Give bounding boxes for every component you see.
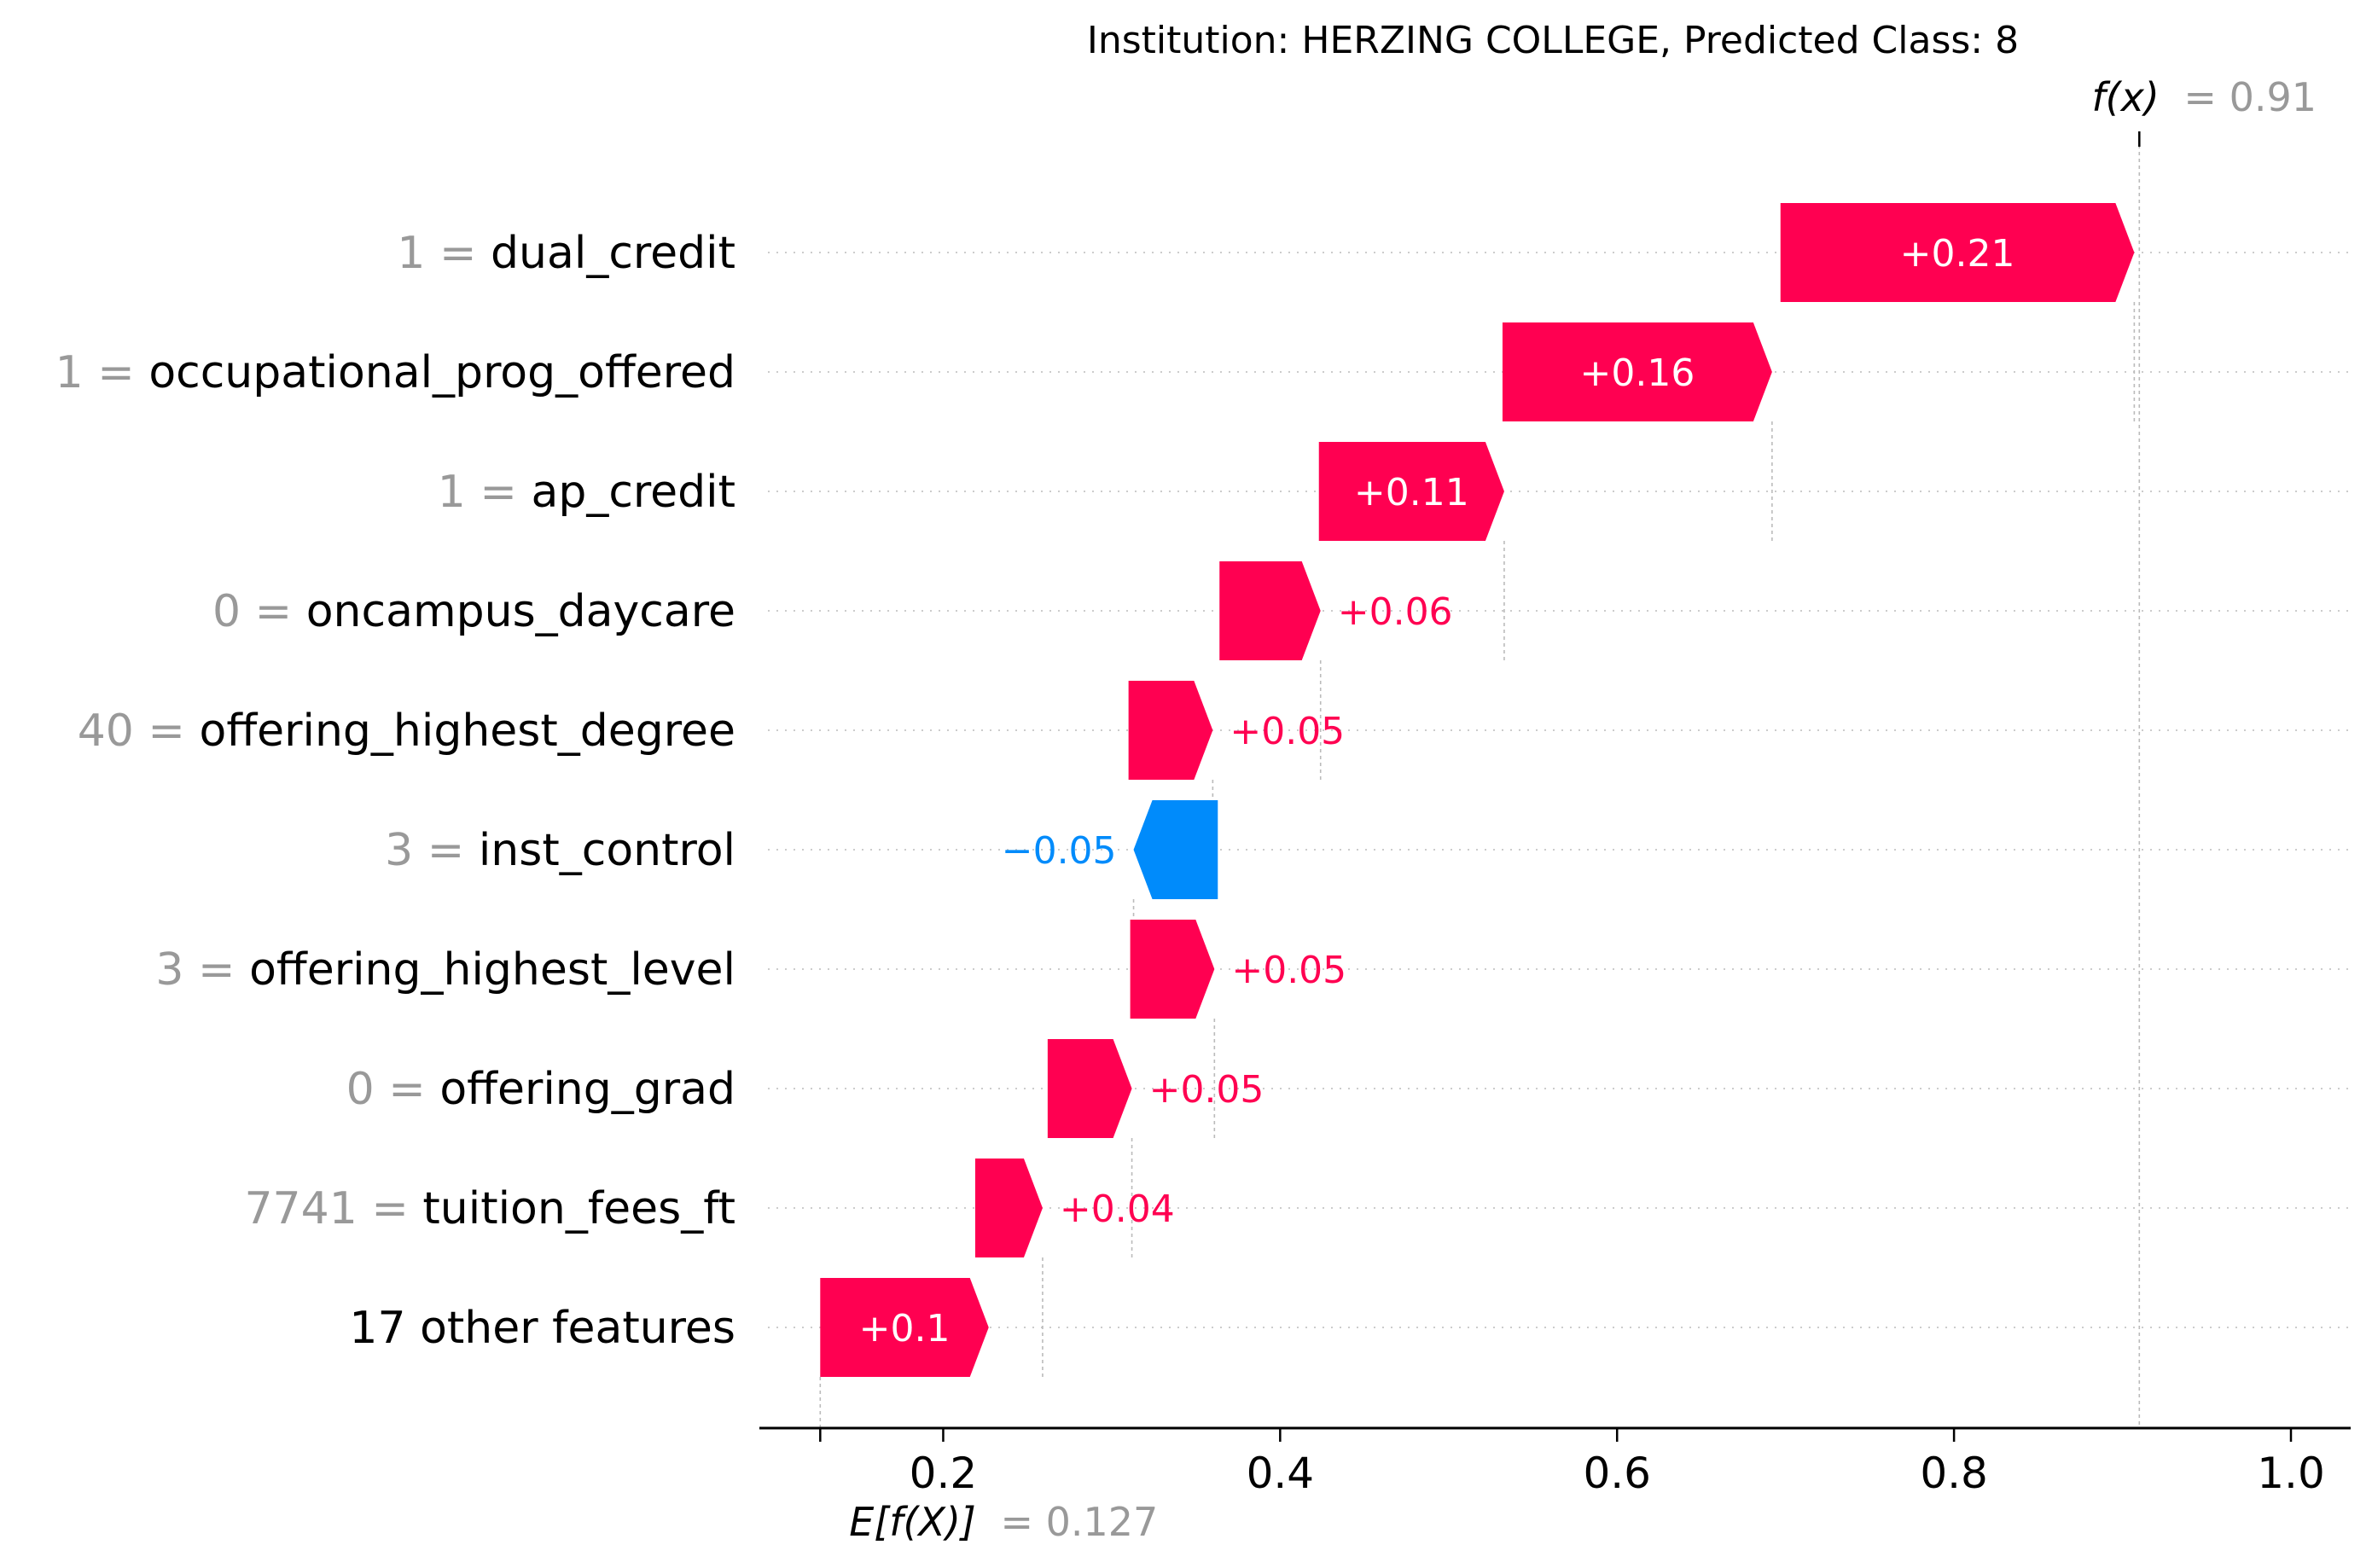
feature-name: oncampus_daycare <box>306 586 735 637</box>
feature-label: 3 = offering_highest_level <box>155 944 735 996</box>
feature-label: 1 = ap_credit <box>438 467 735 518</box>
x-tick-label: 0.6 <box>1583 1449 1651 1498</box>
feature-name: 17 other features <box>349 1303 735 1354</box>
bar-tuition_fees_ft <box>974 1159 1043 1257</box>
bar-offering_highest_degree <box>1128 681 1213 780</box>
bar-value-label: +0.05 <box>1231 949 1346 992</box>
feature-label: 7741 = tuition_fees_ft <box>244 1183 735 1234</box>
feature-name: inst_control <box>479 825 735 876</box>
bar-offering_grad <box>1047 1039 1132 1138</box>
bar-value-label: −0.05 <box>1002 829 1117 873</box>
feature-value: 1 = <box>438 467 532 518</box>
feature-value: 3 = <box>155 944 249 996</box>
feature-label: 40 = offering_highest_degree <box>78 706 735 757</box>
chart-title: Institution: HERZING COLLEGE, Predicted … <box>1087 19 2019 62</box>
svg-text:E[f(X)] = 0.127: E[f(X)] = 0.127 <box>849 1499 1158 1545</box>
feature-value: 1 = <box>55 347 149 398</box>
feature-name: occupational_prog_offered <box>148 347 735 398</box>
feature-name: offering_highest_degree <box>200 706 736 757</box>
feature-value: 0 = <box>346 1064 440 1115</box>
feature-value: 7741 = <box>244 1183 422 1234</box>
x-tick-label: 0.4 <box>1247 1449 1315 1498</box>
bar-oncampus_daycare <box>1219 561 1321 660</box>
feature-label: 3 = inst_control <box>385 825 735 876</box>
feature-label: 0 = oncampus_daycare <box>212 586 735 637</box>
bar-inst_control <box>1133 800 1218 899</box>
feature-label: 0 = offering_grad <box>346 1064 735 1115</box>
base-label-fn: E[f(X)] <box>849 1499 976 1545</box>
bar-value-label: +0.1 <box>859 1307 951 1350</box>
feature-name: offering_grad <box>439 1064 735 1115</box>
x-tick-label: 1.0 <box>2257 1449 2325 1498</box>
bar-value-label: +0.06 <box>1338 590 1453 634</box>
bar-value-label: +0.04 <box>1060 1188 1175 1231</box>
bar-value-label: +0.05 <box>1230 710 1345 753</box>
bar-17-other-features <box>820 1278 989 1377</box>
x-axis: 0.2 0.4 0.6 0.8 1.0 <box>759 1426 2351 1498</box>
svg-text:f(x) = 0.91: f(x) = 0.91 <box>2091 74 2317 120</box>
output-label-fn: f(x) <box>2091 74 2159 120</box>
bar-ap_credit <box>1318 442 1504 541</box>
feature-value: 3 = <box>385 825 479 876</box>
output-value-label: f(x) = 0.91 <box>2091 74 2317 120</box>
bar-occupational_prog_offered <box>1502 322 1772 421</box>
x-tick-label: 0.2 <box>910 1449 978 1498</box>
base-label-value: = 0.127 <box>1000 1499 1158 1545</box>
output-label-value: = 0.91 <box>2183 74 2317 120</box>
feature-label: 17 other features <box>349 1303 735 1354</box>
reference-lines <box>819 131 2141 1442</box>
feature-label: 1 = occupational_prog_offered <box>55 347 735 398</box>
x-tick-label: 0.8 <box>1920 1449 1988 1498</box>
feature-value: 40 = <box>78 706 200 757</box>
x-ticks: 0.2 0.4 0.6 0.8 1.0 <box>910 1428 2325 1498</box>
feature-label: 1 = dual_credit <box>397 228 735 279</box>
feature-value: 1 = <box>397 228 491 279</box>
bar-value-label: +0.05 <box>1149 1068 1264 1112</box>
feature-name: ap_credit <box>531 467 735 518</box>
bar-dual_credit <box>1780 203 2135 302</box>
bars <box>820 203 2135 1377</box>
feature-name: dual_credit <box>491 228 735 279</box>
bar-value-label: +0.11 <box>1354 471 1469 514</box>
bar-value-labels: +0.21 +0.16 +0.11 +0.06 +0.05 −0.05 +0.05 +0.05… <box>859 232 2015 1350</box>
base-value-label: E[f(X)] = 0.127 <box>849 1499 1158 1545</box>
feature-value: 0 = <box>212 586 306 637</box>
feature-name: offering_highest_level <box>249 944 735 996</box>
feature-name: tuition_fees_ft <box>422 1183 735 1234</box>
bar-offering_highest_level <box>1130 920 1215 1019</box>
bar-value-label: +0.16 <box>1579 351 1695 395</box>
bar-value-label: +0.21 <box>1900 232 2015 276</box>
